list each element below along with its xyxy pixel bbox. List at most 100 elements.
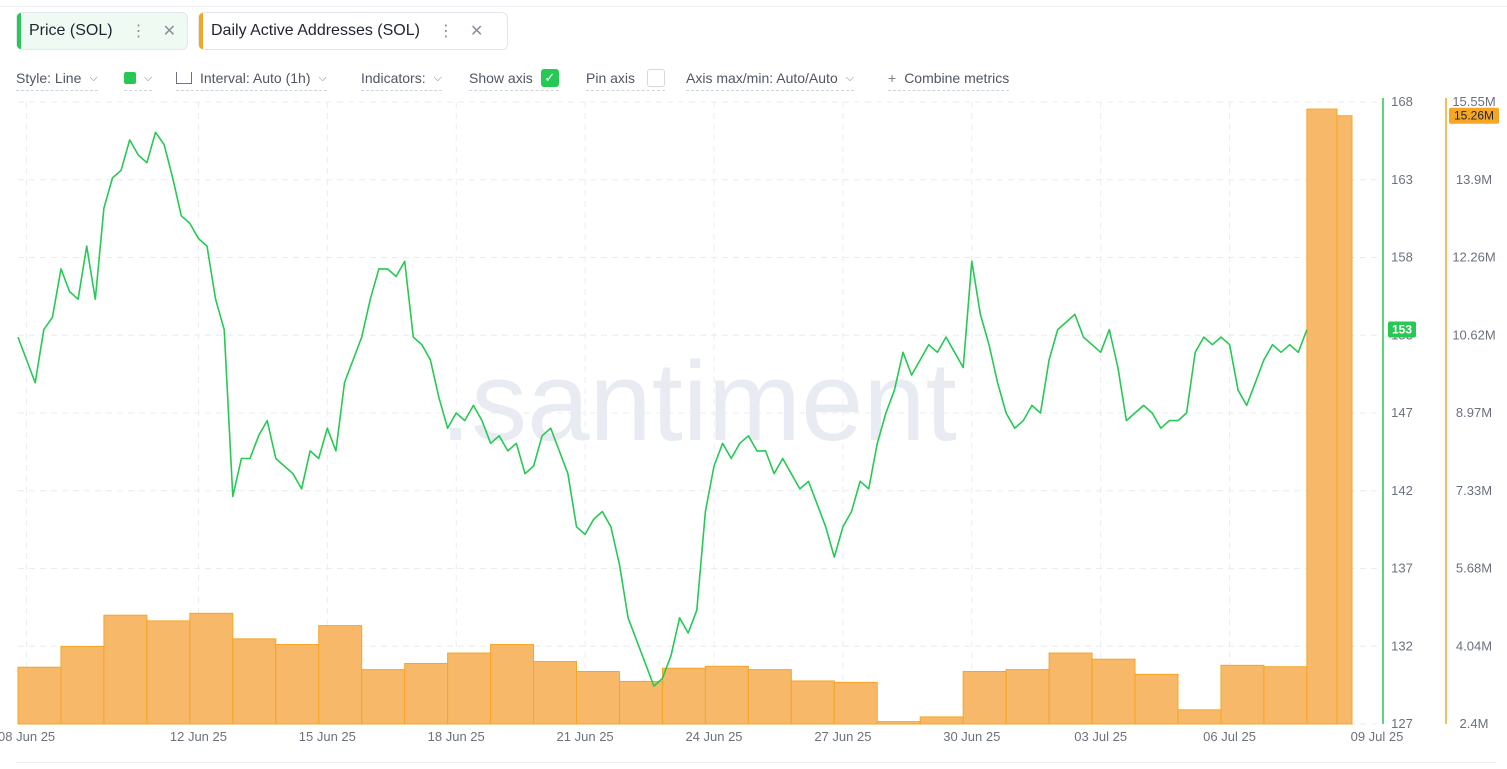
santiment-watermark: .santiment: [440, 339, 957, 464]
daa-bar: [576, 670, 620, 725]
indicators-dropdown[interactable]: Indicators: ⌵: [361, 66, 442, 91]
price-tick-label: 163: [1391, 172, 1413, 187]
price-current-value: 153: [1392, 323, 1412, 337]
daa-bar: [490, 644, 535, 725]
price-tag-background: [1388, 321, 1416, 338]
axis-minmax-label: Axis max/min: Auto/Auto: [686, 70, 838, 86]
x-tick-label: 30 Jun 25: [943, 729, 1000, 744]
daa-bar: [919, 716, 964, 725]
daa-bar: [447, 652, 492, 725]
daa-tick-label: 2.4M: [1460, 716, 1489, 731]
daa-bar: [1263, 666, 1308, 725]
indicators-label: Indicators:: [361, 70, 426, 86]
pin-axis-toggle[interactable]: Pin axis: [586, 66, 666, 91]
style-dropdown[interactable]: Style: Line ⌵: [16, 66, 98, 91]
daa-bar: [661, 667, 706, 725]
daa-bar: [1177, 709, 1222, 725]
x-axis-ticks: 08 Jun 25 12 Jun 25 15 Jun 25 18 Jun 25 21 J…: [0, 729, 1403, 744]
daa-bar: [1336, 115, 1353, 725]
interval-dropdown[interactable]: Interval: Auto (1h) ⌵: [176, 66, 327, 91]
style-label: Style: Line: [16, 70, 82, 86]
daa-tick-label: 7.33M: [1456, 483, 1492, 498]
checkbox-checked-icon[interactable]: ✓: [540, 69, 559, 87]
close-icon[interactable]: ✕: [162, 23, 176, 40]
x-tick-label: 06 Jul 25: [1203, 729, 1256, 744]
chevron-down-icon: ⌵: [89, 71, 98, 84]
tab-price-sol[interactable]: Price (SOL) ⋮ ✕: [16, 12, 188, 50]
price-line-series: [17, 131, 1308, 687]
price-current-tag: 153: [1388, 321, 1416, 338]
tab-color-bar: [17, 13, 21, 49]
x-tick-label: 03 Jul 25: [1074, 729, 1127, 744]
daa-bar: [103, 614, 148, 725]
price-tick-label: 137: [1391, 561, 1413, 576]
daa-tick-label: 13.9M: [1456, 172, 1492, 187]
axis-minmax-dropdown[interactable]: Axis max/min: Auto/Auto ⌵: [686, 66, 855, 91]
daa-bar: [1220, 664, 1265, 725]
daa-bar: [361, 669, 406, 725]
daa-bar: [962, 670, 1007, 725]
chevron-down-icon: ⌵: [433, 71, 442, 84]
daa-bar: [618, 680, 663, 725]
checkbox-unchecked-icon[interactable]: [647, 69, 666, 87]
daa-bar: [275, 644, 320, 725]
daa-bar: [404, 662, 449, 725]
price-tick-label: 132: [1391, 638, 1413, 653]
tab-color-bar: [199, 13, 203, 49]
daa-bar: [1306, 108, 1338, 725]
tab-daily-active-addresses[interactable]: Daily Active Addresses (SOL) ⋮ ✕: [198, 12, 508, 50]
daa-bar: [1091, 658, 1136, 725]
top-divider: [0, 6, 1507, 7]
daa-tag-background: [1449, 107, 1499, 124]
chevron-down-icon: ⌵: [845, 71, 855, 84]
x-tick-label: 15 Jun 25: [299, 729, 356, 744]
combine-metrics-label: Combine metrics: [904, 70, 1010, 86]
daa-bar: [17, 666, 62, 725]
daa-bar: [876, 721, 921, 725]
tab-label: Daily Active Addresses (SOL): [211, 22, 420, 39]
tab-label: Price (SOL): [29, 22, 113, 39]
x-tick-label: 08 Jun 25: [0, 729, 55, 744]
more-options-icon[interactable]: ⋮: [130, 23, 147, 40]
daa-tick-label: 10.62M: [1452, 327, 1495, 342]
chevron-down-icon: ⌵: [318, 71, 327, 84]
daa-bar-series: [17, 108, 1353, 725]
price-tick-label: 147: [1391, 405, 1413, 420]
ruler-icon: [176, 72, 192, 84]
daa-axis-ticks: 15.55M 13.9M 12.26M 10.62M 8.97M 7.33M 5.68M 4.…: [1452, 94, 1495, 731]
daa-tick-label: 4.04M: [1456, 638, 1492, 653]
bottom-divider: [16, 762, 1496, 763]
pin-axis-label: Pin axis: [586, 70, 636, 86]
daa-bar: [146, 620, 191, 725]
daa-tick-label: 8.97M: [1456, 405, 1492, 420]
x-tick-label: 18 Jun 25: [428, 729, 485, 744]
daa-bar: [747, 669, 792, 725]
daa-bar: [189, 612, 234, 725]
daa-bar: [232, 638, 277, 725]
daa-bar: [704, 665, 749, 725]
show-axis-label: Show axis: [469, 70, 533, 86]
close-icon[interactable]: ✕: [469, 23, 484, 40]
show-axis-toggle[interactable]: Show axis ✓: [469, 66, 559, 91]
daa-current-value: 15.26M: [1454, 109, 1494, 123]
daa-bar: [533, 661, 578, 725]
daa-bar: [790, 680, 835, 725]
combine-metrics-button[interactable]: + Combine metrics: [888, 66, 1010, 91]
daa-bar: [1005, 669, 1050, 725]
chevron-down-icon: ⌵: [144, 71, 153, 84]
x-tick-label: 27 Jun 25: [814, 729, 871, 744]
x-tick-label: 09 Jul 25: [1351, 729, 1404, 744]
plus-icon: +: [888, 70, 897, 86]
daa-current-tag: 15.26M: [1449, 107, 1499, 124]
price-tick-label: 158: [1391, 250, 1413, 265]
daa-tick-label: 15.55M: [1452, 94, 1495, 109]
color-swatch: [124, 72, 136, 84]
price-axis-ticks: 168 163 158 153 147 142 137 132 127: [1391, 94, 1413, 731]
color-dropdown[interactable]: ⌵: [124, 66, 153, 91]
x-tick-label: 12 Jun 25: [170, 729, 227, 744]
more-options-icon[interactable]: ⋮: [437, 23, 454, 40]
daa-bar: [60, 645, 105, 725]
daa-bar: [1048, 652, 1093, 725]
x-tick-label: 24 Jun 25: [685, 729, 742, 744]
